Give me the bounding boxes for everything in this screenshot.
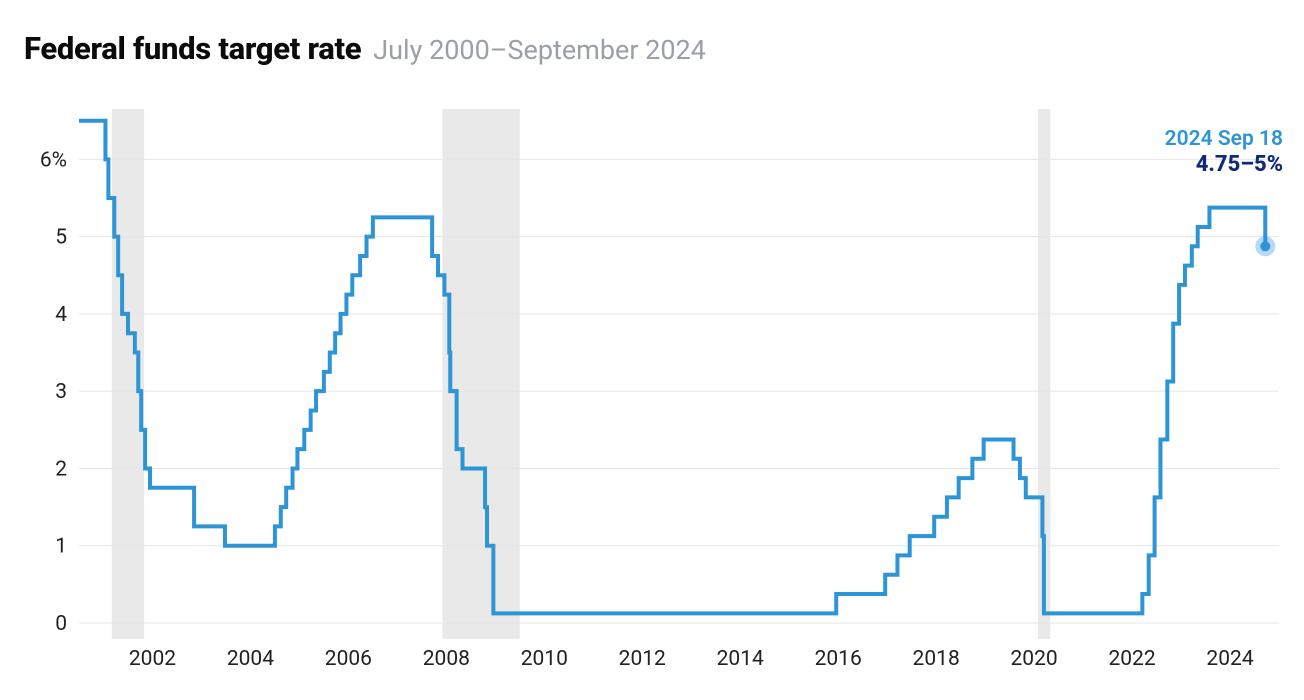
y-tick-label: 2 xyxy=(55,457,67,481)
y-tick-label: 1 xyxy=(55,535,67,559)
y-tick-label: 5 xyxy=(55,226,67,250)
end-marker-dot xyxy=(1260,241,1270,251)
y-tick-label: 0 xyxy=(55,612,67,636)
chart-page: Federal funds target rate July 2000–Sept… xyxy=(0,0,1304,700)
x-tick-label: 2014 xyxy=(717,647,764,671)
x-tick-label: 2022 xyxy=(1108,647,1155,671)
x-tick-label: 2018 xyxy=(913,647,960,671)
chart-subtitle: July 2000–September 2024 xyxy=(373,34,706,66)
y-tick-label: 4 xyxy=(55,303,67,327)
x-tick-label: 2010 xyxy=(521,647,568,671)
rate-line xyxy=(79,121,1265,614)
x-tick-label: 2006 xyxy=(325,647,372,671)
x-tick-label: 2008 xyxy=(423,647,470,671)
y-tick-label: 3 xyxy=(55,380,67,404)
chart-title: Federal funds target rate xyxy=(24,30,361,67)
x-tick-label: 2020 xyxy=(1010,647,1057,671)
x-tick-label: 2024 xyxy=(1206,647,1253,671)
recession-band xyxy=(442,109,519,639)
x-tick-label: 2016 xyxy=(815,647,862,671)
y-tick-label: 6% xyxy=(40,148,67,172)
chart-svg: 0 1 2 3 4 5 6% 2002 2004 2006 2008 2010 2012 2014 2016… xyxy=(24,103,1292,683)
chart-area: 0 1 2 3 4 5 6% 2002 2004 2006 2008 2010 2012 2014 2016… xyxy=(24,103,1286,683)
title-row: Federal funds target rate July 2000–Sept… xyxy=(24,30,1286,67)
annotation-value: 4.75–5% xyxy=(1196,152,1283,177)
x-tick-label: 2012 xyxy=(619,647,666,671)
x-tick-label: 2004 xyxy=(227,647,274,671)
annotation-date: 2024 Sep 18 xyxy=(1165,127,1283,151)
x-tick-label: 2002 xyxy=(129,647,176,671)
